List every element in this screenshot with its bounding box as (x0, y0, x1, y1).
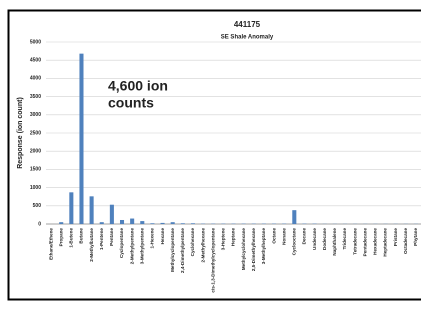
bar (110, 205, 114, 224)
bar (150, 223, 154, 224)
x-tick-label: Pentadecane (362, 228, 367, 257)
chart-subtitle: SE Shale Anomaly (221, 35, 274, 41)
y-tick-label: 1000 (30, 185, 41, 191)
x-tick-label: Heptadecane (383, 228, 388, 257)
y-tick-label: 0 (38, 221, 41, 227)
y-tick-label: 4000 (30, 76, 41, 82)
x-tick-label: 3-Methylpentane (140, 228, 145, 265)
annotation: 4,600 ion (108, 78, 168, 94)
annotation: counts (108, 95, 154, 111)
bar (69, 192, 73, 224)
bar (191, 223, 195, 224)
page: {"chart_data": {"type": "bar", "title": … (0, 0, 421, 309)
x-tick-label: Nonane (281, 228, 286, 245)
bar (171, 222, 175, 224)
x-tick-label: Tridecane (342, 228, 347, 250)
y-axis-label: Response (ion count) (17, 97, 24, 169)
x-tick-label: Phytane (413, 228, 418, 246)
y-tick-label: 2500 (30, 130, 41, 136)
bar (181, 223, 185, 224)
bar (292, 210, 296, 224)
chart: 441175 SE Shale Anomaly Response (ion co… (0, 0, 421, 309)
x-tick-label: Naphthalene (332, 228, 337, 256)
x-tick-label: Dodecane (322, 228, 327, 250)
x-tick-label: Pentane (109, 228, 114, 246)
x-tick-label: Hexadecane (373, 228, 378, 255)
y-tick-label: 3000 (30, 112, 41, 118)
x-tick-label: Tetradecane (352, 228, 357, 255)
chart-title: 441175 (234, 20, 261, 29)
x-tick-label: Methylcyclopentane (170, 228, 175, 272)
x-tick-label: Cyclooctane (292, 228, 297, 256)
x-tick-label: Cyclohexane (190, 228, 195, 257)
bar (130, 219, 134, 224)
x-tick-label: Heptane (231, 228, 236, 247)
x-tick-label: 2-Methylpentane (129, 228, 134, 265)
bar (120, 220, 124, 224)
x-tick-label: Octane (271, 228, 276, 244)
y-tick-label: 5000 (30, 39, 41, 45)
x-tick-label: Hexane (160, 228, 165, 245)
bar (100, 222, 104, 224)
x-tick-label: 2,4-Dimethylpentane (180, 228, 185, 273)
x-tick-label: 2,5-Dimethylhexane (251, 228, 256, 272)
bar (161, 223, 165, 224)
x-tick-label: Methylcyclohexane (241, 228, 246, 271)
x-tick-label: 1-Butene (69, 228, 74, 248)
bar (59, 222, 63, 224)
x-tick-label: Decane (302, 228, 307, 245)
x-tick-label: Ethane/Ethene (48, 228, 53, 260)
bar (79, 54, 83, 224)
bar (140, 221, 144, 224)
x-tick-label: Cyclopentane (119, 228, 124, 259)
y-tick-label: 2000 (30, 149, 41, 155)
x-tick-label: cis-1,3-Dimethylcyclopentane (210, 228, 215, 293)
y-tick-label: 500 (33, 203, 42, 209)
y-tick-label: 3500 (30, 94, 41, 100)
x-tick-label: 2-Methylhexane (200, 228, 205, 263)
x-tick-label: 1-Pentene (99, 228, 104, 250)
x-tick-label: 2-Methylbutane (89, 228, 94, 262)
y-tick-label: 1500 (30, 167, 41, 173)
x-tick-label: Pristane (393, 228, 398, 247)
x-tick-label: Propane (58, 228, 63, 247)
x-tick-label: Butane (79, 228, 84, 244)
x-tick-label: 3-Methylheptane (261, 228, 266, 265)
x-tick-label: 1-Hexene (150, 228, 155, 249)
y-tick-label: 4500 (30, 58, 41, 64)
x-tick-label: 3-Heptene (221, 228, 226, 251)
x-tick-label: Octadecane (403, 228, 408, 254)
bar (90, 196, 94, 224)
x-tick-label: Undecane (312, 228, 317, 250)
